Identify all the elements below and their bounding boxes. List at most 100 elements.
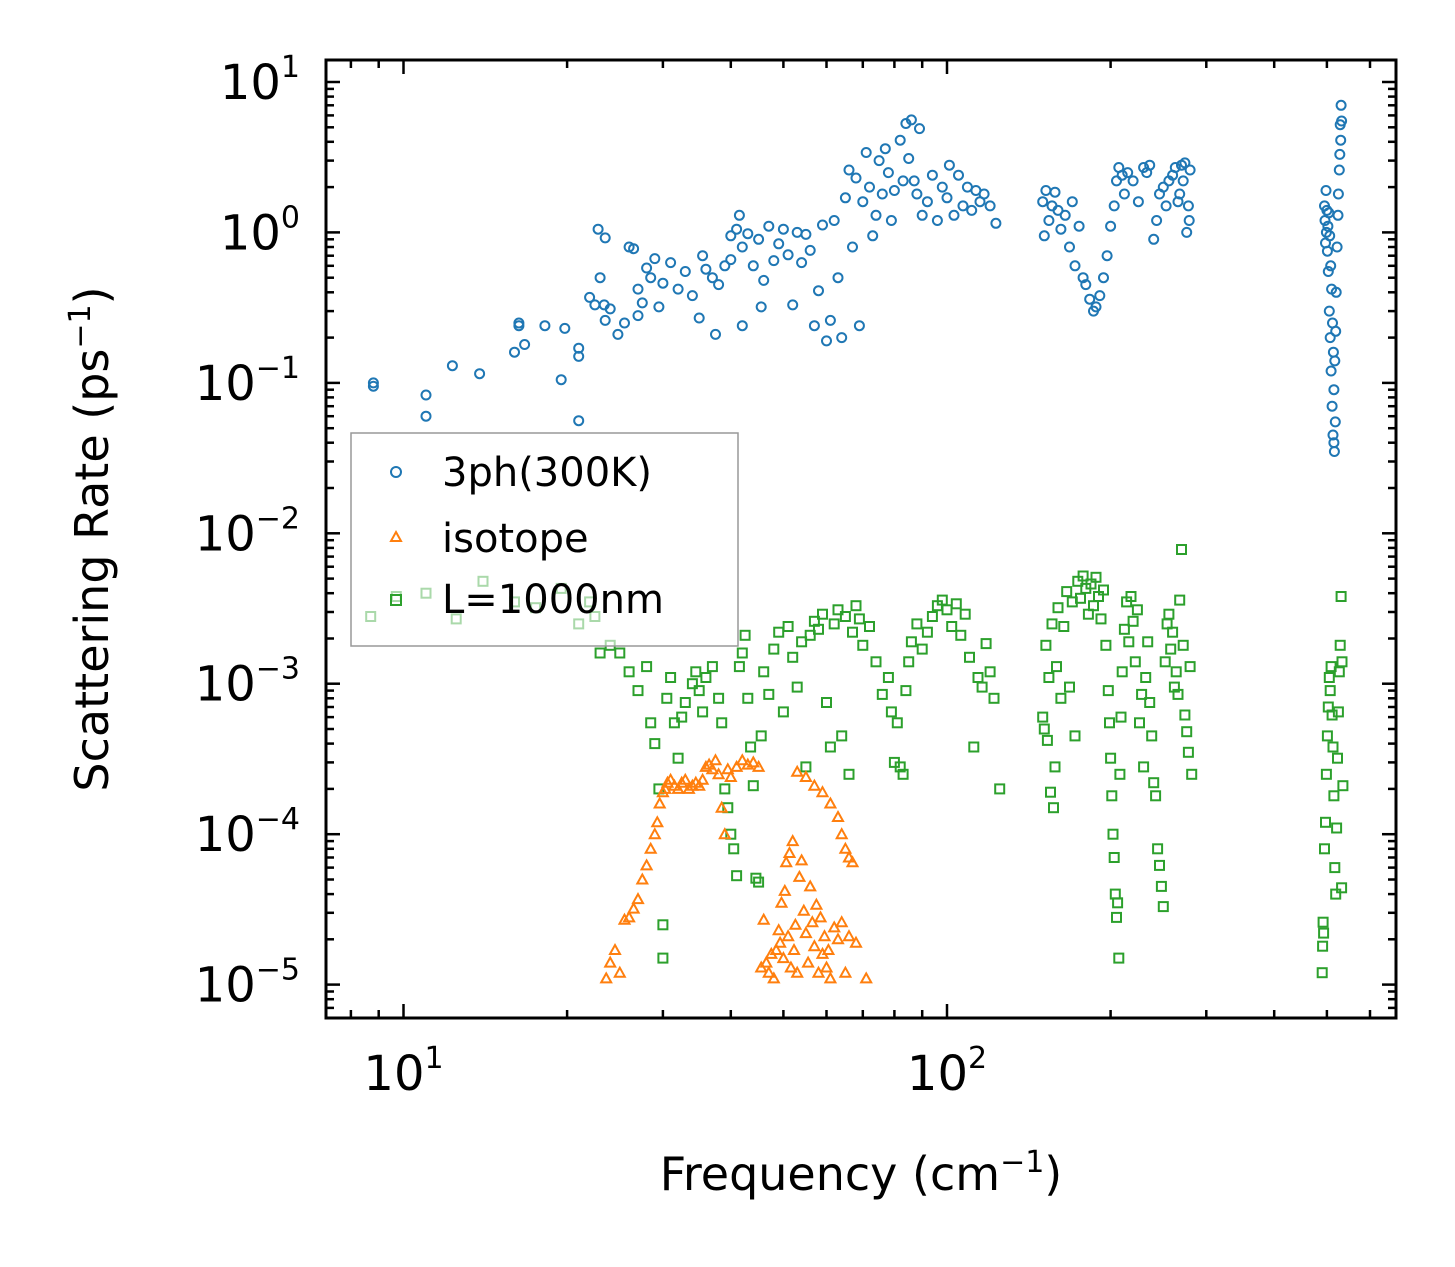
x-axis-title-base: Frequency (cm <box>660 1147 1000 1201</box>
data-point <box>1127 615 1139 627</box>
data-point <box>613 965 627 978</box>
data-point <box>1114 768 1126 780</box>
y-tick-label: 10−2 <box>195 501 300 562</box>
data-point <box>1052 602 1064 614</box>
data-point <box>755 730 767 742</box>
data-point <box>836 332 848 344</box>
data-point <box>1329 862 1341 874</box>
data-point <box>763 220 775 232</box>
data-point <box>831 932 845 945</box>
data-point <box>1152 843 1164 855</box>
data-point <box>665 672 677 683</box>
data-point <box>697 706 709 718</box>
data-point <box>931 215 943 226</box>
x-axis-title: Frequency (cm−1) <box>660 1145 1063 1201</box>
data-point <box>614 647 626 659</box>
data-point <box>850 172 862 184</box>
data-point <box>1144 697 1156 708</box>
data-point <box>636 297 648 309</box>
data-point <box>1108 852 1120 863</box>
y-tick-label: 10−4 <box>195 802 300 863</box>
data-point <box>1176 544 1187 555</box>
data-point <box>1157 181 1169 193</box>
data-point <box>817 219 828 231</box>
data-point <box>661 692 673 704</box>
data-point <box>594 647 606 659</box>
data-point <box>839 611 851 622</box>
data-point <box>1037 196 1049 208</box>
data-point <box>1169 162 1181 173</box>
data-point <box>1154 859 1165 871</box>
data-point <box>686 290 698 302</box>
data-point <box>645 272 657 284</box>
data-point <box>671 781 685 794</box>
data-point <box>1159 656 1171 668</box>
data-point <box>799 769 813 782</box>
data-point <box>644 841 658 854</box>
data-point <box>1061 586 1073 598</box>
data-point <box>706 272 718 284</box>
data-point <box>796 257 808 269</box>
data-point <box>953 169 964 181</box>
data-point <box>1080 279 1092 291</box>
data-point <box>843 164 855 176</box>
data-point <box>713 279 725 291</box>
data-point <box>1055 692 1067 704</box>
data-point <box>1165 643 1177 655</box>
data-point <box>885 215 897 226</box>
data-point <box>1112 897 1124 909</box>
data-point <box>1127 175 1139 187</box>
data-point <box>950 598 962 610</box>
data-point <box>660 775 675 788</box>
data-point <box>1333 164 1345 176</box>
data-point <box>1328 790 1340 802</box>
data-point <box>1144 159 1156 171</box>
data-point <box>808 320 820 332</box>
data-point <box>813 910 828 923</box>
data-point <box>1069 730 1081 742</box>
data-point <box>1095 613 1107 625</box>
data-point <box>1040 639 1052 651</box>
data-point <box>1058 621 1070 632</box>
data-point <box>1150 790 1162 802</box>
data-point <box>897 768 909 780</box>
y-tick-label-exponent: 1 <box>281 50 300 85</box>
data-point <box>1317 916 1329 928</box>
data-point <box>1048 802 1059 814</box>
y-tick-label: 10−3 <box>195 652 300 713</box>
data-point <box>695 772 710 785</box>
data-point <box>367 380 379 392</box>
data-point <box>1332 752 1343 764</box>
data-point <box>1045 786 1056 798</box>
data-point <box>768 643 780 655</box>
data-point <box>1115 711 1127 723</box>
data-point <box>736 241 748 253</box>
data-point <box>990 217 1002 229</box>
data-point <box>735 753 749 766</box>
data-point <box>1184 661 1196 673</box>
data-point <box>1318 927 1330 939</box>
data-point <box>859 971 873 984</box>
data-point <box>1051 661 1062 673</box>
data-point <box>700 672 712 683</box>
data-point <box>1327 741 1339 753</box>
data-point <box>821 335 832 347</box>
data-point <box>815 785 830 798</box>
data-point <box>1323 672 1335 683</box>
data-point <box>1043 672 1055 683</box>
y-tick-label-base: 10 <box>195 657 256 713</box>
data-point <box>474 368 486 380</box>
data-point <box>838 965 853 978</box>
y-tick-label-base: 10 <box>195 807 256 863</box>
data-point <box>635 872 649 885</box>
data-point <box>736 320 748 332</box>
data-point <box>733 661 745 673</box>
data-point <box>676 711 688 723</box>
data-point <box>751 759 766 772</box>
data-point <box>731 870 743 882</box>
data-point <box>1325 365 1337 377</box>
data-point <box>604 303 616 315</box>
data-point <box>908 175 920 187</box>
data-point <box>1134 717 1145 729</box>
